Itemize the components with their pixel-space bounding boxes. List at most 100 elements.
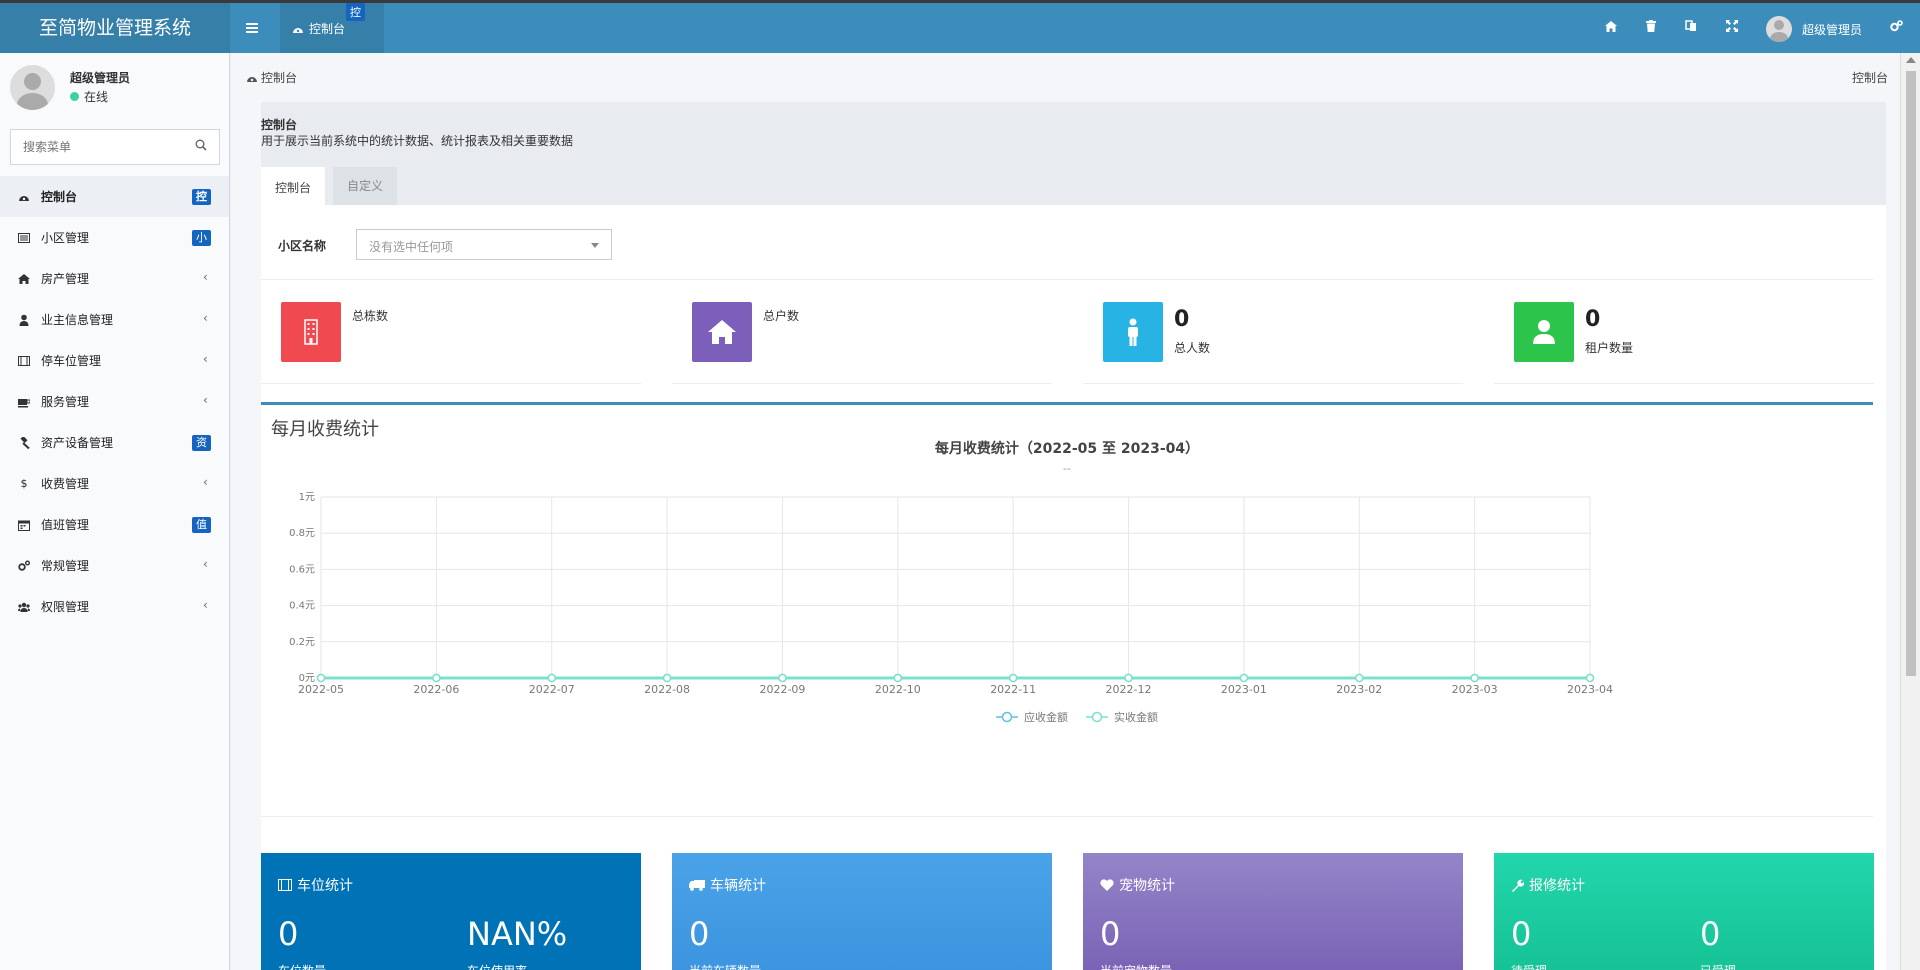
stat-label: 总户数 [763, 309, 800, 323]
card-parking-stats: 车位统计 0 NAN% 车位数量 车位使用率 [261, 853, 641, 970]
card-label: 当前宠物数量 [1100, 962, 1172, 970]
sidebar-item-parking[interactable]: 停车位管理 ‹ [0, 340, 229, 381]
sidebar-item-general[interactable]: 常规管理 ‹ [0, 545, 229, 586]
home-icon[interactable] [1599, 3, 1623, 53]
tab-custom[interactable]: 自定义 [333, 167, 398, 205]
data-point [1470, 673, 1479, 683]
sidebar-item-owner-info[interactable]: 业主信息管理 ‹ [0, 299, 229, 340]
coffee-icon [18, 398, 30, 407]
sidebar-user-name: 超级管理员 [70, 71, 131, 85]
card-value: 0 [1511, 915, 1532, 953]
section-title: 每月收费统计 [271, 419, 379, 440]
breadcrumb-link[interactable]: 控制台 [261, 71, 298, 85]
cogs-icon [18, 560, 30, 571]
chevron-left-icon: ‹ [203, 352, 208, 366]
sidebar-item-duty[interactable]: 值班管理 值 [0, 504, 229, 545]
dashboard-icon [247, 76, 257, 82]
chevron-left-icon: ‹ [203, 270, 208, 284]
sidebar-item-badge: 控 [192, 189, 211, 205]
sidebar-item-label: 值班管理 [41, 518, 90, 532]
card-value: 0 [1100, 915, 1121, 953]
y-tick-label: 0.4元 [289, 601, 315, 612]
app-logo[interactable]: 至简物业管理系统 [0, 3, 230, 53]
monthly-charge-chart-box: 每月收费统计 每月收费统计（2022-05 至 2023-04） -- 0元 0.2元… [261, 402, 1873, 817]
top-header: 至简物业管理系统 控制台 控 超级管理员 [0, 3, 1920, 53]
settings-icon[interactable] [1884, 3, 1908, 53]
status-badge: 在线 [70, 88, 108, 105]
stat-label: 租户数量 [1585, 341, 1634, 355]
card-value: NAN% [467, 915, 568, 953]
home-icon [692, 302, 752, 362]
scrollbar[interactable] [1900, 53, 1920, 970]
dollar-icon: $ [20, 476, 28, 490]
header-tab-dashboard[interactable]: 控制台 控 [280, 3, 384, 53]
x-tick-label: 2022-07 [529, 683, 575, 696]
truck-icon [689, 880, 705, 891]
panel-heading [261, 102, 1886, 205]
card-title: 车位统计 [297, 878, 353, 894]
calendar-icon [18, 520, 30, 531]
sidebar-item-label: 业主信息管理 [41, 313, 114, 327]
sidebar-item-permission[interactable]: 权限管理 ‹ [0, 586, 229, 627]
search-input[interactable] [11, 130, 181, 164]
card-title: 报修统计 [1529, 878, 1585, 894]
panel-body [261, 205, 1886, 970]
community-select[interactable]: 没有选中任何项 [356, 229, 612, 260]
community-filter-label: 小区名称 [278, 239, 327, 253]
x-tick-label: 2022-06 [413, 683, 459, 696]
chevron-left-icon: ‹ [203, 475, 208, 489]
header-user-name: 超级管理员 [1802, 22, 1863, 37]
trash-icon[interactable] [1639, 3, 1663, 53]
film-icon [278, 879, 292, 891]
film-icon [18, 355, 30, 366]
page-description: 用于展示当前系统中的统计数据、统计报表及相关重要数据 [261, 134, 574, 148]
user-icon [1514, 302, 1574, 362]
y-tick-label: 1元 [299, 492, 315, 503]
stat-label: 总栋数 [352, 309, 389, 323]
breadcrumb-current: 控制台 [1852, 71, 1889, 85]
sidebar-item-service[interactable]: 服务管理 ‹ [0, 381, 229, 422]
stat-total-buildings: 总栋数 [261, 302, 641, 384]
sidebar-user-panel: 超级管理员 在线 [10, 65, 220, 113]
card-label: 车位使用率 [467, 962, 527, 970]
chevron-left-icon: ‹ [203, 598, 208, 612]
sidebar-item-label: 资产设备管理 [41, 436, 114, 450]
sidebar-item-badge: 值 [192, 517, 211, 533]
heart-icon [1100, 879, 1114, 891]
header-user-menu[interactable]: 超级管理员 [1766, 16, 1862, 42]
building-icon [281, 302, 341, 362]
language-icon[interactable] [1679, 3, 1703, 53]
online-dot-icon [70, 92, 79, 101]
sidebar-item-label: 服务管理 [41, 395, 90, 409]
fullscreen-icon[interactable] [1720, 3, 1744, 53]
sidebar-item-community[interactable]: 小区管理 小 [0, 217, 229, 258]
data-point [1008, 673, 1018, 683]
menu-toggle-icon[interactable] [240, 3, 264, 53]
sidebar-item-charge[interactable]: $ 收费管理 ‹ [0, 463, 229, 504]
data-point [662, 673, 672, 683]
y-tick-label: 0.2元 [289, 637, 315, 648]
sidebar-item-label: 房产管理 [41, 272, 90, 286]
page-title: 控制台 [261, 118, 298, 132]
sidebar-item-badge: 资 [192, 435, 211, 451]
y-tick-label: 0.8元 [289, 528, 315, 539]
card-repair-stats: 报修统计 0 0 待受理 已受理 [1494, 853, 1874, 970]
sidebar-item-property[interactable]: 房产管理 ‹ [0, 258, 229, 299]
x-tick-label: 2022-09 [759, 683, 805, 696]
data-point [1355, 673, 1364, 683]
data-point [316, 673, 326, 683]
x-tick-label: 2023-01 [1221, 683, 1267, 696]
male-icon [1103, 302, 1163, 362]
chart-title: 每月收费统计（2022-05 至 2023-04） [935, 440, 1199, 457]
header-tab-badge: 控 [346, 3, 365, 21]
stat-total-households: 总户数 [672, 302, 1052, 384]
tab-dashboard[interactable]: 控制台 [261, 167, 326, 205]
sidebar-item-label: 权限管理 [41, 600, 90, 614]
user-icon [19, 314, 29, 326]
sidebar-item-dashboard[interactable]: 控制台 控 [0, 176, 229, 217]
header-tab-label: 控制台 [309, 22, 346, 36]
card-pet-stats: 宠物统计 0 当前宠物数量 [1083, 853, 1463, 970]
search-icon[interactable] [195, 139, 207, 151]
card-value: 0 [1700, 915, 1721, 953]
sidebar-item-asset[interactable]: 资产设备管理 资 [0, 422, 229, 463]
